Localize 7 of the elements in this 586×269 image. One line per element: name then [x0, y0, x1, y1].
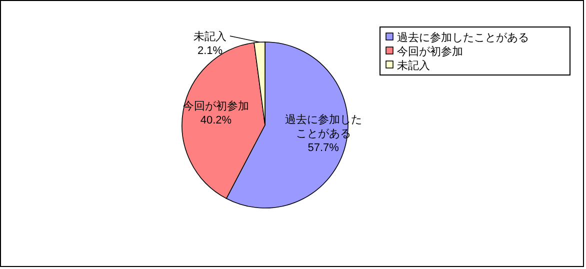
legend-label: 過去に参加したことがある [397, 31, 529, 44]
data-label: 57.7% [308, 142, 340, 154]
data-label: 40.2% [200, 114, 232, 126]
data-label: 2.1% [197, 45, 223, 57]
legend-label: 今回が初参加 [397, 45, 463, 58]
legend-label: 未記入 [397, 59, 430, 72]
slice-label: 未記入 [194, 30, 226, 43]
